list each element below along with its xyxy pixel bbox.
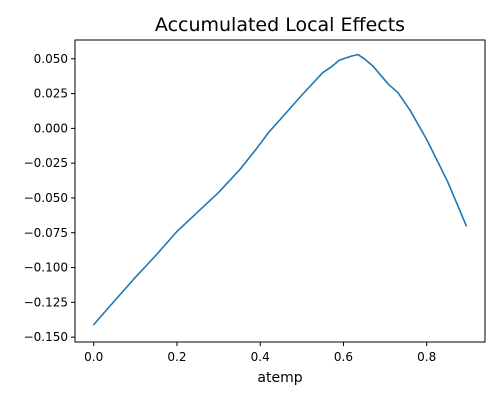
x-axis-label: atemp — [257, 370, 302, 386]
y-tick-label: −0.075 — [24, 226, 68, 240]
series-layer — [92, 53, 468, 326]
y-tick-label: 0.025 — [34, 87, 68, 101]
chart-title: Accumulated Local Effects — [155, 14, 405, 36]
y-tick-label: 0.050 — [34, 52, 68, 66]
y-tick-label: −0.100 — [24, 261, 68, 275]
x-tick-label: 0.6 — [334, 350, 353, 364]
x-tick-label: 0.8 — [417, 350, 436, 364]
y-tick-label: −0.125 — [24, 295, 68, 309]
x-axis-ticks: 0.0 0.2 0.4 0.6 0.8 — [84, 342, 436, 364]
x-tick-label: 0.2 — [167, 350, 186, 364]
y-tick-label: −0.050 — [24, 191, 68, 205]
y-tick-label: 0.000 — [34, 121, 68, 135]
x-tick-label: 0.0 — [84, 350, 103, 364]
y-tick-label: −0.025 — [24, 156, 68, 170]
plot-frame — [74, 39, 486, 343]
x-tick-label: 0.4 — [251, 350, 270, 364]
ale-series-line — [92, 53, 468, 326]
y-axis-ticks: −0.150 −0.125 −0.100 −0.075 −0.050 −0.025 0.00… — [24, 52, 75, 344]
y-tick-label: −0.150 — [24, 330, 68, 344]
